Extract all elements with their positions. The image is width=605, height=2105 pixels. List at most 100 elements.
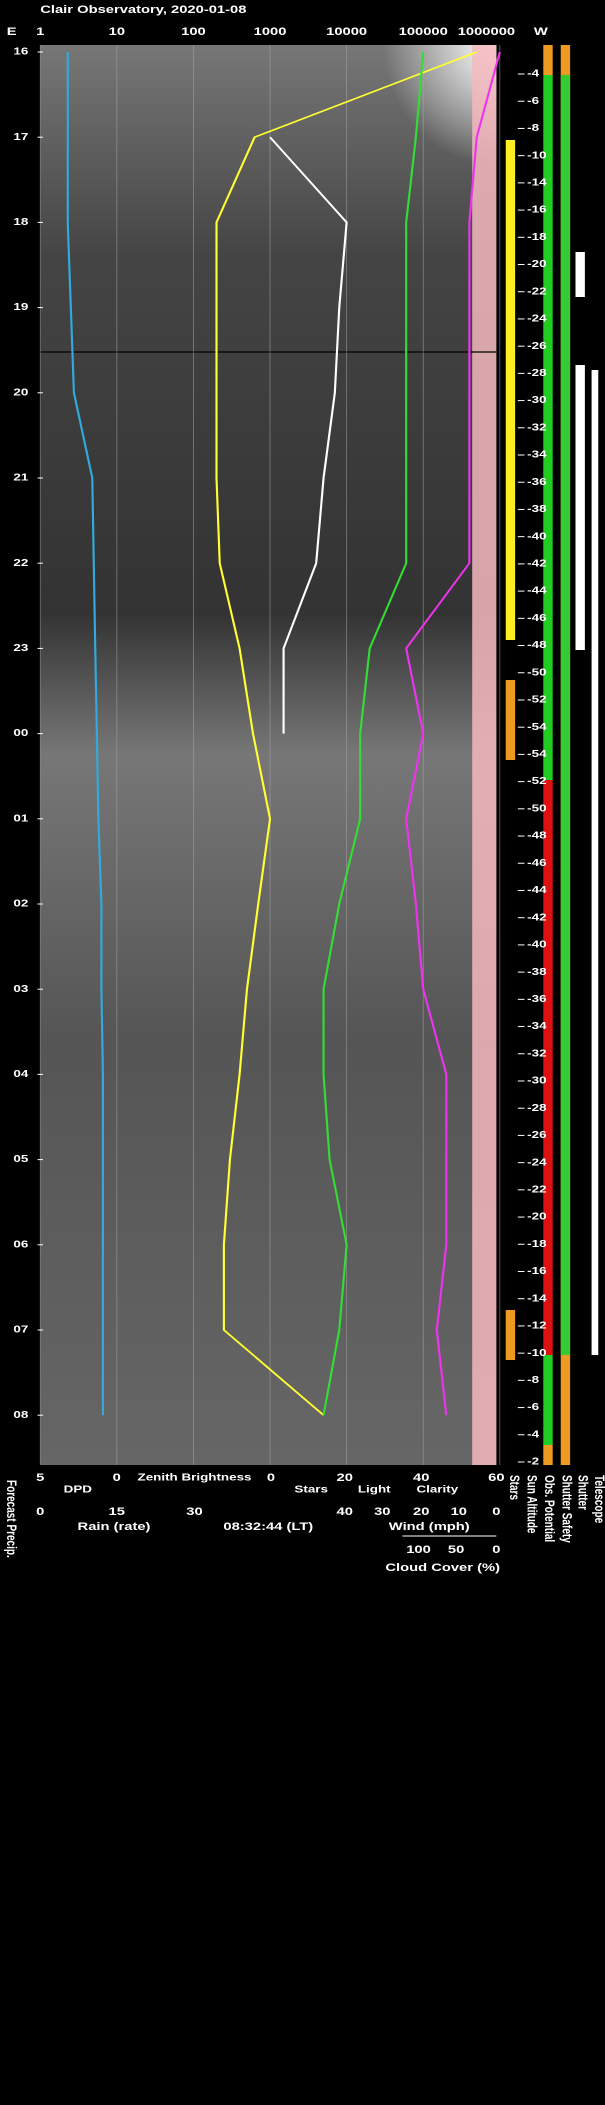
sun-altitude-label: -12 xyxy=(527,1319,547,1331)
bottom-tick-label: 40 xyxy=(337,1505,353,1518)
sun-altitude-label: -6 xyxy=(527,1401,539,1413)
strip-label: Stars xyxy=(507,1475,523,1500)
title: Clair Observatory, 2020-01-08 xyxy=(40,3,246,16)
sun-altitude-label: -34 xyxy=(527,1020,547,1032)
hour-label: 20 xyxy=(13,386,28,398)
sun-altitude-label: -50 xyxy=(527,666,547,678)
obs-potential xyxy=(543,1355,553,1445)
bottom-tick-label: 50 xyxy=(448,1543,464,1556)
bottom-tick-label: 0 xyxy=(492,1505,500,1518)
sun-altitude-label: -44 xyxy=(527,884,547,896)
top-tick-label: 1000 xyxy=(254,25,287,38)
sun-altitude-label: -16 xyxy=(527,1265,547,1277)
hour-label: 23 xyxy=(13,642,28,654)
bottom-tick-label: 0 xyxy=(492,1543,500,1556)
stars-strip xyxy=(505,680,516,760)
sun-altitude-label: -42 xyxy=(527,911,547,923)
sun-altitude-label: -30 xyxy=(527,394,547,406)
sun-altitude-label: -18 xyxy=(527,1238,547,1250)
sun-altitude-label: -26 xyxy=(527,1129,547,1141)
sun-altitude-label: -48 xyxy=(527,829,547,841)
sun-altitude-label: -10 xyxy=(527,149,547,161)
east-label: E xyxy=(7,25,17,38)
top-tick-label: 10000 xyxy=(326,25,367,38)
sun-altitude-label: -16 xyxy=(527,203,547,215)
sun-altitude-label: -20 xyxy=(527,258,547,270)
hour-label: 05 xyxy=(13,1153,28,1165)
obs-potential xyxy=(543,45,553,75)
legend-label: Zenith Brightness xyxy=(138,1471,252,1483)
shutter xyxy=(575,252,585,297)
strip-label: Telescope xyxy=(591,1475,605,1524)
legend-label: Wind (mph) xyxy=(389,1520,470,1533)
hour-label: 19 xyxy=(13,301,28,313)
legend-label: DPD xyxy=(64,1483,93,1495)
sun-altitude-label: -8 xyxy=(527,1374,539,1386)
hour-label: 06 xyxy=(13,1238,28,1250)
shutter xyxy=(575,365,585,650)
legend-label: Clarity xyxy=(416,1483,458,1495)
sun-altitude-label: -22 xyxy=(527,1183,547,1195)
sun-altitude-label: -40 xyxy=(527,938,547,950)
legend-label: Cloud Cover (%) xyxy=(385,1561,500,1574)
sun-altitude-label: -52 xyxy=(527,775,547,787)
telescope xyxy=(591,370,599,1355)
sun-altitude-label: -32 xyxy=(527,421,547,433)
sun-altitude-label: -14 xyxy=(527,176,547,188)
bottom-tick-label: 30 xyxy=(186,1505,202,1518)
series-line xyxy=(269,136,348,734)
sun-altitude-label: -38 xyxy=(527,965,547,977)
sun-altitude-label: -14 xyxy=(527,1292,547,1304)
sun-altitude-label: -36 xyxy=(527,993,547,1005)
series-line xyxy=(66,52,104,1416)
legend-label: Light xyxy=(358,1483,391,1495)
bottom-tick-label: 20 xyxy=(413,1505,429,1518)
sun-altitude-label: -46 xyxy=(527,857,547,869)
hour-label: 04 xyxy=(13,1068,28,1080)
bottom-tick-label: 0 xyxy=(113,1471,121,1484)
time-label: 08:32:44 (LT) xyxy=(223,1520,313,1533)
top-tick-label: 1 xyxy=(36,25,44,38)
wind-strip xyxy=(472,45,497,1465)
sun-altitude-label: -52 xyxy=(527,693,547,705)
bottom-tick-label: 0 xyxy=(36,1505,44,1518)
top-tick-label: 100 xyxy=(181,25,206,38)
sky-image xyxy=(40,45,497,1465)
series-line xyxy=(215,51,478,1416)
hour-label: 00 xyxy=(13,727,28,739)
sun-altitude-label: -38 xyxy=(527,503,547,515)
top-tick-label: 100000 xyxy=(399,25,448,38)
sun-altitude-label: -34 xyxy=(527,448,547,460)
sun-altitude-label: -50 xyxy=(527,802,547,814)
bottom-tick-label: 0 xyxy=(267,1471,275,1484)
strip-label: Obs. Potential xyxy=(542,1475,558,1542)
bottom-tick-label: 20 xyxy=(337,1471,353,1484)
twilight-glow xyxy=(308,45,497,245)
sun-altitude-label: -48 xyxy=(527,639,547,651)
hour-label: 22 xyxy=(13,557,28,569)
forecast-label: Forecast Precip. xyxy=(4,1480,20,1558)
legend-label: Stars xyxy=(294,1483,328,1495)
sun-altitude-label: -18 xyxy=(527,231,547,243)
sun-altitude-label: -44 xyxy=(527,584,547,596)
obs-potential xyxy=(543,1445,553,1465)
hour-label: 17 xyxy=(13,131,28,143)
bottom-tick-label: 5 xyxy=(36,1471,44,1484)
sun-altitude-label: -30 xyxy=(527,1074,547,1086)
strip-label: Shutter xyxy=(575,1475,591,1510)
bottom-tick-label: 30 xyxy=(374,1505,390,1518)
sun-altitude-label: -24 xyxy=(527,1156,547,1168)
sun-altitude-label: -28 xyxy=(527,367,547,379)
hour-label: 18 xyxy=(13,216,28,228)
sun-altitude-label: -24 xyxy=(527,312,547,324)
top-tick-label: 1000000 xyxy=(458,25,515,38)
strip-label: Sun Altitude xyxy=(524,1475,540,1534)
legend-label: Rain (rate) xyxy=(78,1520,151,1533)
sun-altitude-label: -22 xyxy=(527,285,547,297)
sun-altitude-label: -42 xyxy=(527,557,547,569)
series-line xyxy=(405,51,501,1416)
sun-altitude-label: -26 xyxy=(527,340,547,352)
bottom-tick-label: 40 xyxy=(413,1471,429,1484)
